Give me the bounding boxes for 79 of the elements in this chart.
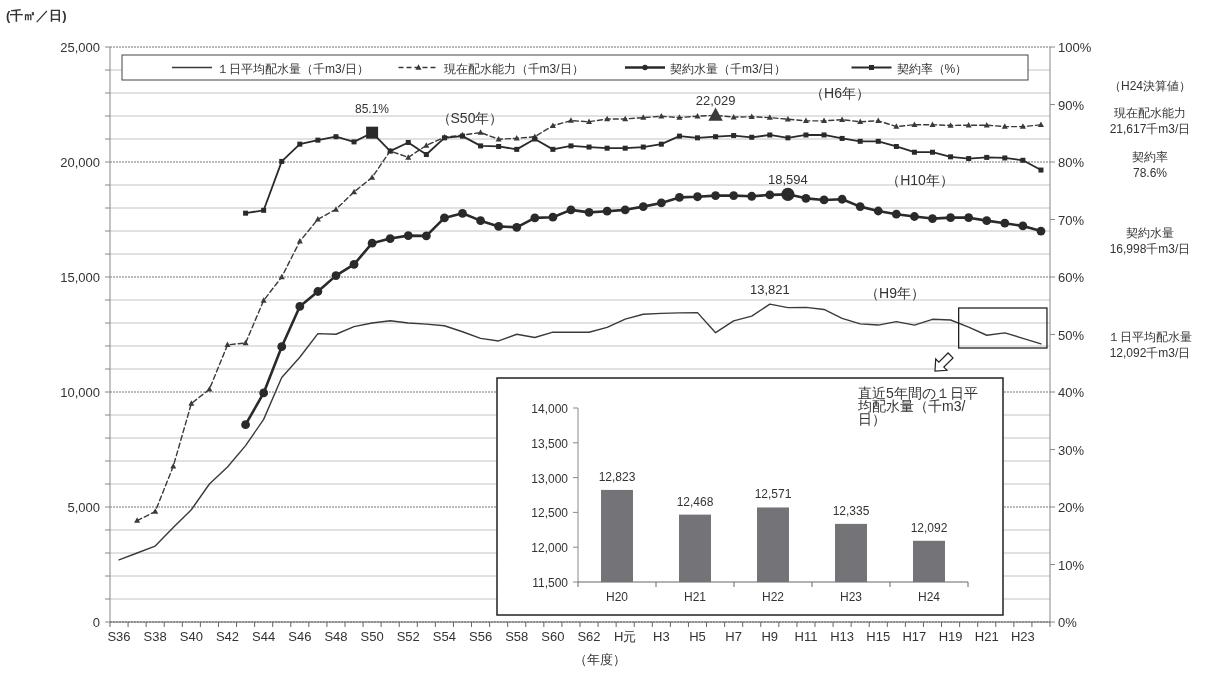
annotation: 18,594 [768,172,808,188]
annotation: （H9年） [865,285,925,301]
legend-label: 現在配水能力（千m3/日） [443,61,584,76]
y-tick-label: 13,000 [531,471,569,486]
x-tick-label: H5 [689,629,706,644]
text: １日平均配水量 12,092千m3/日 [1108,330,1192,360]
x-tick-label: H17 [902,629,927,644]
x-tick-label: S56 [469,629,493,644]
y-tick-label: 15,000 [60,270,100,285]
x-tick-label: S54 [432,629,456,644]
annotation: （H6年） [810,85,870,101]
data-label: 12,335 [832,503,870,518]
y2-tick-label: 0% [1058,615,1078,630]
x-tick-label: H15 [866,629,891,644]
x-tick-label: H22 [761,590,785,604]
x-tick-label: S42 [215,629,240,644]
x-tick-label: H20 [605,590,629,604]
x-tick-label: S38 [143,629,167,644]
x-tick-label: S52 [396,629,420,644]
y2-tick-label: 70% [1058,212,1085,228]
y-tick-label: 12,000 [531,541,569,556]
annotation: 13,821 [749,282,790,298]
y-tick-label: 11,500 [532,576,569,590]
y2-tick-label: 80% [1058,155,1085,170]
x-tick-label: H元 [614,629,637,644]
y-tick-label: 25,000 [60,40,100,55]
x-tick-label: S62 [577,629,601,644]
y2-tick-label: 60% [1058,270,1085,285]
x-tick-label: S46 [288,629,312,644]
x-tick-label: H3 [653,629,670,644]
y2-tick-label: 40% [1058,385,1085,400]
y2-tick-label: 100% [1058,40,1092,55]
x-tick-label: H11 [794,629,818,644]
y-axis-title: (千㎡／日) [6,8,67,23]
y2-tick-label: 20% [1058,500,1085,515]
y-tick-label: 5,000 [67,500,100,515]
y-tick-label: 0 [92,615,100,630]
x-axis-title: （年度） [574,652,626,667]
x-tick-label: S48 [324,629,348,644]
x-tick-label: S40 [179,629,203,644]
x-tick-label: S36 [107,629,131,644]
y-tick-label: 20,000 [60,155,100,170]
y-tick-label: 12,500 [531,506,569,521]
legend-label: 契約水量（千m3/日） [670,61,787,76]
data-label: 12,468 [676,494,714,509]
y2-tick-label: 10% [1058,557,1085,573]
text: （H24決算値） [1108,79,1192,93]
text: 契約率 78.6% [1132,150,1168,180]
data-label: 12,092 [910,520,948,535]
annotation: （S50年） [436,110,504,126]
x-tick-label: S50 [360,629,384,644]
y-tick-label: 10,000 [60,385,100,400]
x-tick-label: H21 [974,629,999,644]
x-tick-label: S58 [505,629,529,644]
x-tick-label: H23 [1010,629,1035,644]
x-tick-label: S60 [541,629,565,644]
y-tick-label: 13,500 [531,436,569,451]
annotation: 85.1% [354,102,390,116]
annotation: 22,029 [695,93,736,109]
chart-title: 直近5年間の１日平均配水量（千m3/日） [857,385,978,427]
x-tick-label: S44 [252,629,276,644]
data-label: 12,571 [754,487,792,502]
x-tick-label: H23 [839,590,863,604]
x-tick-label: H21 [683,590,707,604]
text: 現在配水能力 21,617千m3/日 [1109,106,1191,136]
y-tick-label: 14,000 [531,402,569,416]
x-tick-label: H7 [725,629,742,644]
text: 契約水量 16,998千m3/日 [1109,226,1191,256]
y2-tick-label: 30% [1058,442,1085,458]
x-tick-label: H19 [938,629,963,644]
x-tick-label: H24 [917,590,941,604]
annotation: （H10年） [886,172,954,188]
data-label: 12,823 [598,469,636,484]
y2-tick-label: 50% [1058,327,1085,343]
y2-tick-label: 90% [1058,97,1085,113]
x-tick-label: H9 [761,629,779,644]
legend-label: 契約率（%） [896,61,968,76]
legend-label: １日平均配水量（千m3/日） [217,61,370,76]
x-tick-label: H13 [830,629,855,644]
